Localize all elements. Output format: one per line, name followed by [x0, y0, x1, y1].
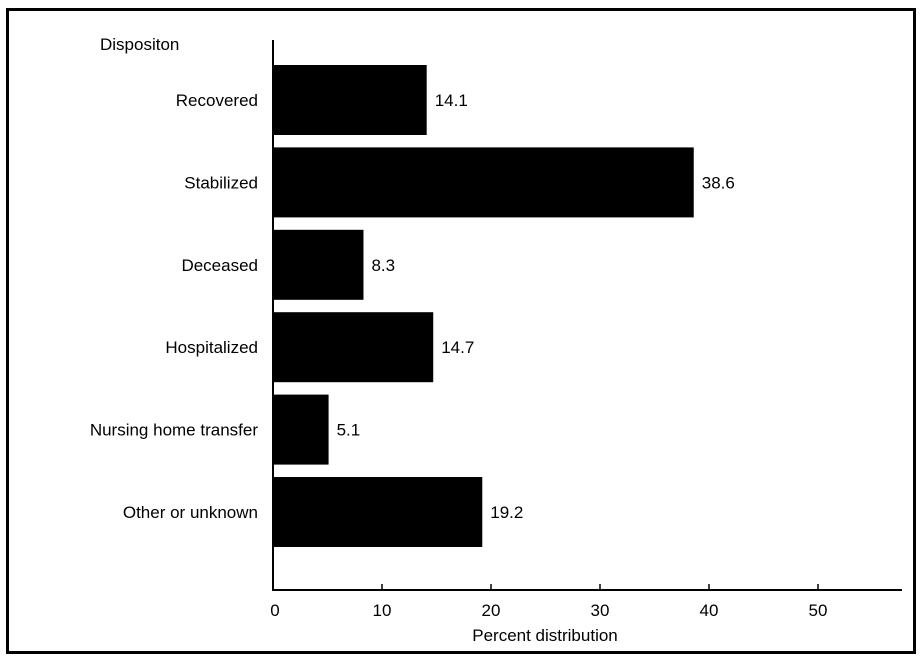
- category-label-other-or-unknown: Other or unknown: [123, 503, 258, 522]
- bar-recovered: [273, 65, 427, 135]
- x-tick-label: 10: [373, 601, 392, 620]
- x-tick-label: 50: [809, 601, 828, 620]
- value-label-nursing-home-transfer: 5.1: [337, 421, 361, 440]
- value-label-stabilized: 38.6: [702, 173, 735, 192]
- bar-deceased: [273, 229, 364, 300]
- value-label-deceased: 8.3: [371, 256, 395, 275]
- bar-stabilized: [273, 147, 694, 218]
- x-tick-label: 40: [700, 601, 719, 620]
- x-tick-label: 20: [482, 601, 501, 620]
- y-axis-title: Dispositon: [100, 35, 179, 54]
- value-label-hospitalized: 14.7: [441, 338, 474, 357]
- category-label-hospitalized: Hospitalized: [165, 338, 258, 357]
- category-label-stabilized: Stabilized: [184, 173, 258, 192]
- x-tick-label: 0: [270, 601, 279, 620]
- bars-group: Recovered 14.1 Stabilized 38.6 Deceased 8.3 Ho…: [90, 65, 735, 547]
- value-label-other-or-unknown: 19.2: [490, 503, 523, 522]
- bar-nursing-home-transfer: [273, 394, 329, 465]
- category-label-deceased: Deceased: [181, 256, 258, 275]
- x-ticks-group: 0 10 20 30 40 50: [270, 584, 827, 620]
- bar-hospitalized: [273, 312, 434, 383]
- x-axis-title: Percent distribution: [472, 626, 618, 645]
- axes-group: [272, 40, 902, 591]
- category-label-recovered: Recovered: [176, 91, 258, 110]
- value-label-recovered: 14.1: [435, 91, 468, 110]
- bar-other-or-unknown: [273, 477, 483, 547]
- category-label-nursing-home-transfer: Nursing home transfer: [90, 421, 259, 440]
- x-tick-label: 30: [591, 601, 610, 620]
